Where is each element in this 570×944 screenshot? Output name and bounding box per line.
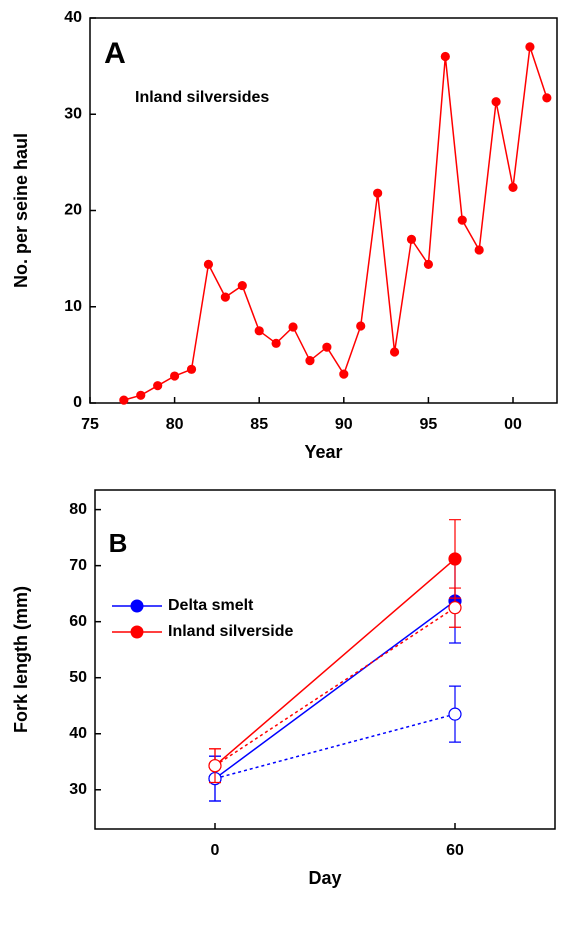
data-point	[448, 601, 462, 615]
data-point	[305, 356, 315, 366]
data-point	[136, 390, 146, 400]
data-point	[237, 280, 247, 291]
y-tick-label: 30	[64, 105, 82, 122]
x-axis-label: Year	[304, 442, 342, 462]
data-point	[448, 552, 462, 566]
data-point	[203, 259, 214, 269]
legend-label: Delta smelt	[168, 597, 254, 614]
legend-marker	[130, 625, 144, 639]
data-point	[220, 292, 230, 302]
data-point	[356, 321, 366, 331]
y-tick-label: 60	[69, 613, 87, 630]
data-point	[322, 342, 332, 352]
series-line	[214, 713, 456, 780]
x-tick-label: 80	[166, 416, 184, 433]
data-point	[440, 51, 450, 62]
y-tick-label: 20	[64, 202, 82, 219]
legend-marker	[130, 599, 144, 613]
data-point	[119, 395, 129, 405]
y-tick-label: 30	[69, 781, 87, 798]
data-point	[288, 322, 298, 332]
data-point	[170, 371, 180, 381]
data-point	[153, 381, 163, 391]
series-line	[214, 600, 456, 780]
data-point	[491, 97, 501, 107]
data-point	[423, 259, 434, 269]
x-tick-label: 95	[420, 416, 438, 433]
legend-label: Inland silverside	[168, 623, 293, 640]
x-tick-label: 75	[81, 416, 99, 433]
panel-title: A	[104, 37, 126, 70]
y-tick-label: 0	[73, 394, 82, 411]
data-point	[208, 759, 222, 773]
data-point	[542, 93, 552, 103]
data-point	[186, 364, 197, 374]
series-line	[214, 558, 456, 767]
y-tick-label: 40	[69, 725, 87, 742]
data-point	[508, 182, 518, 192]
series-line	[123, 46, 548, 401]
y-tick-label: 70	[69, 557, 87, 574]
data-point	[474, 245, 484, 255]
data-point	[457, 215, 467, 225]
data-point	[389, 347, 400, 357]
data-point	[373, 188, 383, 198]
y-tick-label: 50	[69, 669, 87, 686]
data-point	[406, 234, 417, 244]
x-tick-label: 90	[335, 416, 353, 433]
y-tick-label: 80	[69, 501, 87, 518]
y-tick-label: 40	[64, 9, 82, 26]
x-tick-label: 85	[250, 416, 268, 433]
data-point	[525, 42, 535, 52]
data-point	[339, 369, 349, 379]
data-point	[254, 326, 264, 336]
x-tick-label: 0	[211, 842, 220, 859]
y-axis-label: Fork length (mm)	[11, 586, 31, 733]
x-tick-label: 60	[446, 842, 464, 859]
y-tick-label: 10	[64, 298, 82, 315]
data-point	[448, 707, 462, 721]
y-axis-label: No. per seine haul	[11, 133, 31, 288]
data-point	[271, 338, 281, 348]
plot-frame	[94, 489, 556, 830]
x-tick-label: 00	[504, 416, 522, 433]
annotation: Inland silversides	[135, 89, 269, 106]
x-axis-label: Day	[308, 868, 341, 888]
panel-title: B	[109, 528, 128, 558]
